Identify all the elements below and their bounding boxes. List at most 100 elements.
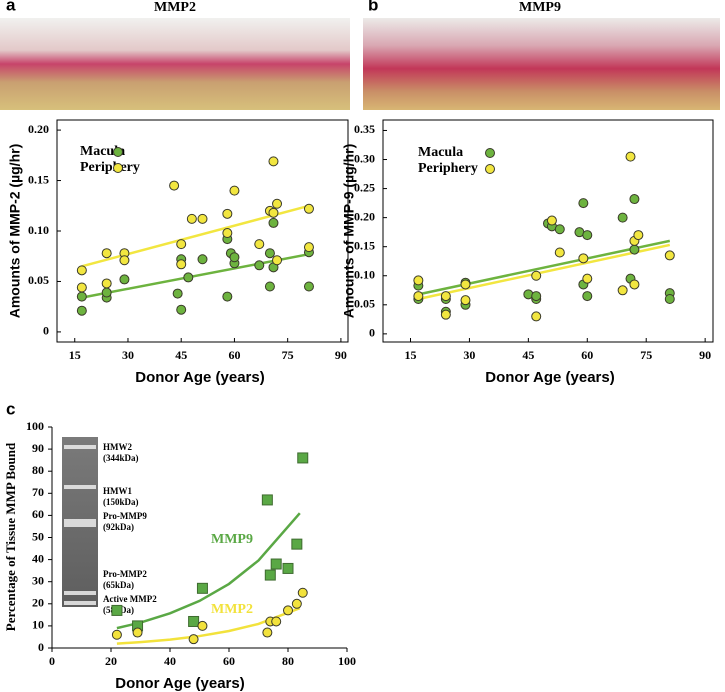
data-point xyxy=(169,180,180,191)
y-tick-label: 0.05 xyxy=(28,273,49,287)
data-point xyxy=(268,156,279,167)
data-point xyxy=(617,285,628,296)
x-tick-label: 75 xyxy=(282,348,294,362)
data-point xyxy=(262,627,273,638)
data-point xyxy=(197,254,208,265)
x-tick-label: 20 xyxy=(105,654,117,668)
legend-marker xyxy=(113,147,123,157)
data-point xyxy=(183,272,194,283)
data-point xyxy=(303,203,314,214)
data-point xyxy=(283,605,293,616)
data-point xyxy=(531,291,542,302)
x-tick-label: 15 xyxy=(405,348,417,362)
data-point xyxy=(172,288,183,299)
y-tick-label: 90 xyxy=(32,441,44,455)
legend-marker xyxy=(113,163,123,173)
data-point xyxy=(440,309,451,320)
data-point xyxy=(664,293,675,304)
data-point xyxy=(119,274,130,285)
data-point xyxy=(196,582,208,594)
panel-title: MMP2 xyxy=(154,0,196,15)
gel-label: Pro-MMP2 (65kDa) xyxy=(103,569,147,590)
data-point xyxy=(633,230,644,241)
data-point xyxy=(578,198,589,209)
data-point xyxy=(188,634,199,645)
histology-image xyxy=(0,18,350,110)
x-tick-label: 60 xyxy=(223,654,235,668)
data-point xyxy=(76,265,87,276)
fit-line xyxy=(116,607,301,645)
data-point xyxy=(272,198,283,209)
y-tick-label: 50 xyxy=(32,529,44,543)
y-tick-label: 0.15 xyxy=(354,238,375,252)
data-point xyxy=(222,228,233,239)
y-tick-label: 0.20 xyxy=(28,122,49,136)
gel-band xyxy=(64,485,96,489)
data-point xyxy=(254,239,265,250)
data-point xyxy=(197,213,208,224)
data-point xyxy=(440,291,451,302)
legend-label: Macula xyxy=(80,144,125,159)
gel-label: HMW1 (150kDa) xyxy=(103,486,139,507)
data-point xyxy=(554,247,565,258)
data-point xyxy=(629,244,640,255)
panel-label: b xyxy=(368,0,378,14)
y-tick-label: 0.30 xyxy=(354,151,375,165)
x-tick-label: 30 xyxy=(463,348,475,362)
x-tick-label: 80 xyxy=(282,654,294,668)
data-point xyxy=(101,278,112,289)
y-axis-label: Percentage of Tissue MMP Bound xyxy=(3,442,18,631)
series-label: MMP2 xyxy=(211,602,253,617)
data-point xyxy=(303,281,314,292)
data-point xyxy=(413,291,424,302)
y-tick-label: 0.10 xyxy=(28,223,49,237)
data-point xyxy=(176,239,187,250)
legend-label: Macula xyxy=(418,145,463,160)
data-point xyxy=(119,255,130,266)
data-point xyxy=(582,273,593,284)
y-tick-label: 0 xyxy=(38,640,44,654)
data-point xyxy=(254,260,265,271)
x-tick-label: 15 xyxy=(69,348,81,362)
y-tick-label: 0.20 xyxy=(354,209,375,223)
y-tick-label: 0.35 xyxy=(354,122,375,136)
data-point xyxy=(272,255,283,266)
panel-label: a xyxy=(6,0,16,14)
y-tick-label: 40 xyxy=(32,551,44,565)
y-tick-label: 0.15 xyxy=(28,172,49,186)
x-tick-label: 0 xyxy=(49,654,55,668)
data-point xyxy=(297,587,308,598)
histology-image xyxy=(363,18,720,110)
data-point xyxy=(76,282,87,293)
data-point xyxy=(460,295,471,306)
panel-title: MMP9 xyxy=(519,0,561,15)
x-tick-label: 90 xyxy=(699,348,711,362)
data-point xyxy=(229,185,240,196)
data-point xyxy=(291,598,302,609)
data-point xyxy=(582,291,593,302)
data-point xyxy=(617,212,628,223)
data-point xyxy=(264,248,275,259)
gel-band xyxy=(64,591,96,595)
x-tick-label: 30 xyxy=(122,348,134,362)
data-point xyxy=(268,217,279,228)
data-point xyxy=(546,215,557,226)
data-point xyxy=(132,627,143,638)
data-point xyxy=(197,620,208,631)
data-point xyxy=(188,615,200,627)
y-tick-label: 20 xyxy=(32,596,44,610)
x-tick-label: 60 xyxy=(228,348,240,362)
data-point xyxy=(268,207,279,218)
legend-label: Periphery xyxy=(418,161,478,176)
data-point xyxy=(297,452,309,464)
data-point xyxy=(582,230,593,241)
data-point xyxy=(229,252,240,263)
x-tick-label: 75 xyxy=(640,348,652,362)
data-point xyxy=(264,569,276,581)
legend-label: Periphery xyxy=(80,160,140,175)
y-tick-label: 30 xyxy=(32,573,44,587)
data-point xyxy=(531,311,542,322)
gel-band xyxy=(64,601,96,605)
y-tick-label: 10 xyxy=(32,618,44,632)
y-tick-label: 60 xyxy=(32,507,44,521)
